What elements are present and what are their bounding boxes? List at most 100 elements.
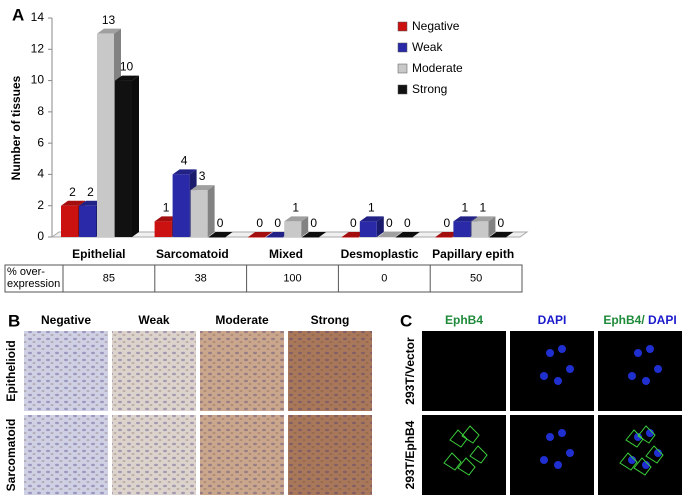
x-tick-label: Desmoplastic <box>341 247 419 261</box>
bar-top <box>471 216 496 222</box>
cell-outline <box>443 452 462 471</box>
panel-letter: C <box>400 311 412 330</box>
bar-side <box>301 216 309 237</box>
row-label: 293T/Vector <box>403 337 417 405</box>
legend-label: Weak <box>412 40 443 54</box>
nucleus <box>628 372 636 380</box>
y-tick-label: 10 <box>31 73 45 87</box>
bar-side <box>488 216 496 237</box>
bar <box>377 237 395 238</box>
bar <box>471 221 489 237</box>
nucleus <box>540 456 548 464</box>
bar <box>79 205 96 237</box>
micrograph-texture <box>112 331 196 411</box>
bar-top <box>61 200 85 206</box>
bar-top <box>395 232 420 237</box>
column-label: DAPI <box>538 313 567 327</box>
bar <box>395 237 413 238</box>
legend-label: Negative <box>412 19 460 33</box>
nucleus <box>566 449 574 457</box>
bar <box>266 237 284 238</box>
cell-outline <box>645 445 664 464</box>
nucleus <box>642 377 650 385</box>
y-tick-label: 8 <box>37 104 44 118</box>
bar-side <box>207 185 215 237</box>
x-tick-label: Sarcomatoid <box>156 247 229 261</box>
bar <box>208 237 226 238</box>
value-label: 1 <box>462 201 469 215</box>
y-tick-label: 0 <box>37 229 44 243</box>
table-cell: 85 <box>103 272 115 284</box>
y-tick-label: 4 <box>37 167 44 181</box>
bar <box>172 174 190 237</box>
y-tick-label: 12 <box>31 41 45 55</box>
table-cell: 0 <box>381 272 387 284</box>
micrograph-texture <box>288 331 372 411</box>
bar <box>97 33 114 238</box>
nucleus <box>654 365 662 373</box>
nucleus <box>554 461 562 469</box>
bar-top <box>302 232 327 237</box>
bar <box>435 237 453 238</box>
nucleus <box>566 365 574 373</box>
bar <box>154 221 172 237</box>
row-label: Epithelioid <box>4 340 18 401</box>
x-tick-label: Epithelial <box>72 247 125 261</box>
value-label: 1 <box>292 201 299 215</box>
nucleus <box>558 429 566 437</box>
value-label: 0 <box>386 216 393 230</box>
micrograph <box>510 415 594 495</box>
x-tick-label: Papillary epith <box>432 247 514 261</box>
panel-letter: B <box>8 311 20 330</box>
bar-top <box>172 169 197 175</box>
bar-top <box>359 216 384 222</box>
bar <box>302 237 320 238</box>
table-header-box: % over-expression <box>7 266 60 290</box>
value-label: 2 <box>69 185 76 199</box>
value-label: 4 <box>181 154 188 168</box>
micrograph <box>422 331 506 411</box>
value-label: 13 <box>102 13 116 27</box>
column-label: EphB4/ DAPI <box>603 313 676 327</box>
nucleus <box>634 433 642 441</box>
panel-letter: A <box>12 5 24 24</box>
micrograph-texture <box>200 331 284 411</box>
column-label: Strong <box>311 313 350 327</box>
column-label: Moderate <box>215 313 269 327</box>
bar-side <box>132 75 139 237</box>
y-tick-label: 6 <box>37 135 44 149</box>
x-tick-label: Mixed <box>269 247 303 261</box>
value-label: 1 <box>480 201 487 215</box>
cell-outline <box>633 457 652 476</box>
micrograph <box>598 415 682 495</box>
nucleus <box>540 372 548 380</box>
cell-outline <box>619 452 638 471</box>
value-label: 0 <box>350 216 357 230</box>
bar <box>115 80 132 237</box>
cell-outline <box>461 425 480 444</box>
y-tick-label: 2 <box>37 198 44 212</box>
label-part: EphB4/ <box>603 313 645 327</box>
micrograph <box>598 331 682 411</box>
micrograph <box>422 415 506 495</box>
table-cell: 50 <box>470 272 482 284</box>
nucleus <box>546 349 554 357</box>
nucleus <box>554 377 562 385</box>
value-label: 0 <box>404 216 411 230</box>
bar <box>61 205 78 237</box>
bar-top <box>190 185 215 191</box>
legend-label: Moderate <box>412 61 463 75</box>
value-label: 0 <box>274 216 281 230</box>
legend-swatch <box>397 21 408 32</box>
micrograph-texture <box>288 415 372 495</box>
micrograph-texture <box>200 415 284 495</box>
y-tick-label: 14 <box>31 10 45 24</box>
legend-swatch <box>397 42 408 53</box>
micrograph <box>510 331 594 411</box>
nucleus <box>634 349 642 357</box>
value-label: 0 <box>217 216 224 230</box>
bar-top <box>453 216 478 222</box>
y-axis-label: Number of tissues <box>9 75 23 180</box>
legend-swatch <box>397 63 408 74</box>
